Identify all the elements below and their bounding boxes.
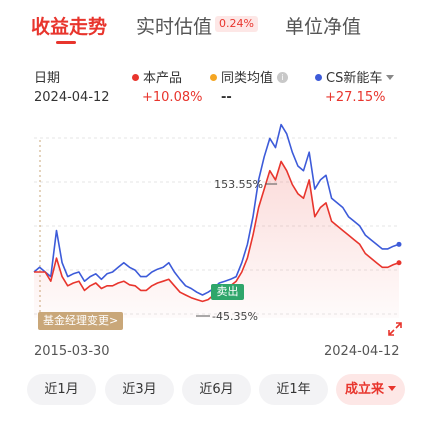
tab-return-trend[interactable]: 收益走势 (31, 16, 108, 38)
period-1-month-button[interactable]: 近1月 (27, 374, 96, 405)
period-selector: 近1月 近3月 近6月 近1年 成立来 (0, 372, 432, 408)
expand-icon[interactable] (387, 321, 403, 337)
fund-area-fill (34, 161, 399, 318)
chevron-down-icon (386, 75, 395, 80)
manager-change-link[interactable]: 基金经理变更> (38, 312, 124, 330)
red-dot-icon (132, 74, 139, 81)
trough-label: -45.35% (212, 310, 258, 323)
x-axis-start-label: 2015-03-30 (34, 344, 110, 359)
peak-label: 153.55% (214, 178, 263, 191)
realtime-estimate-badge: 0.24% (215, 16, 258, 32)
orange-dot-icon (210, 74, 217, 81)
legend-name: 同类均值 (221, 71, 274, 86)
legend-value-benchmark: +27.15% (325, 90, 386, 105)
period-6-month-button[interactable]: 近6月 (182, 374, 251, 405)
legend-name: CS新能车 (326, 71, 383, 86)
legend-name: 本产品 (143, 71, 183, 86)
legend-date-value: 2024-04-12 (34, 90, 110, 105)
chevron-down-icon (388, 386, 396, 391)
legend-value-this-fund: +10.08% (142, 90, 203, 105)
legend-item-peer-average: 同类均值 i (210, 67, 289, 86)
legend-item-this-fund: 本产品 (132, 67, 182, 86)
tab-unit-nav[interactable]: 单位净值 (285, 16, 362, 38)
fund-end-point (396, 260, 402, 266)
period-3-month-button[interactable]: 近3月 (105, 374, 174, 405)
legend-value-peer-average: -- (221, 90, 232, 105)
active-tab-indicator (56, 41, 76, 44)
x-axis-end-label: 2024-04-12 (324, 344, 400, 359)
period-since-inception-label: 成立来 (344, 382, 384, 397)
legend-item-benchmark[interactable]: CS新能车 (315, 67, 395, 86)
benchmark-end-point (396, 241, 402, 247)
tab-bar: 收益走势 实时估值 0.24% 单位净值 (0, 0, 432, 52)
period-1-year-button[interactable]: 近1年 (259, 374, 328, 405)
sell-marker: 卖出 (211, 284, 244, 300)
blue-dot-icon (315, 74, 322, 81)
info-icon[interactable]: i (277, 72, 289, 83)
legend-date-label: 日期 (34, 71, 61, 86)
period-since-inception-button[interactable]: 成立来 (336, 374, 405, 405)
tab-realtime-estimate[interactable]: 实时估值 (136, 16, 213, 38)
